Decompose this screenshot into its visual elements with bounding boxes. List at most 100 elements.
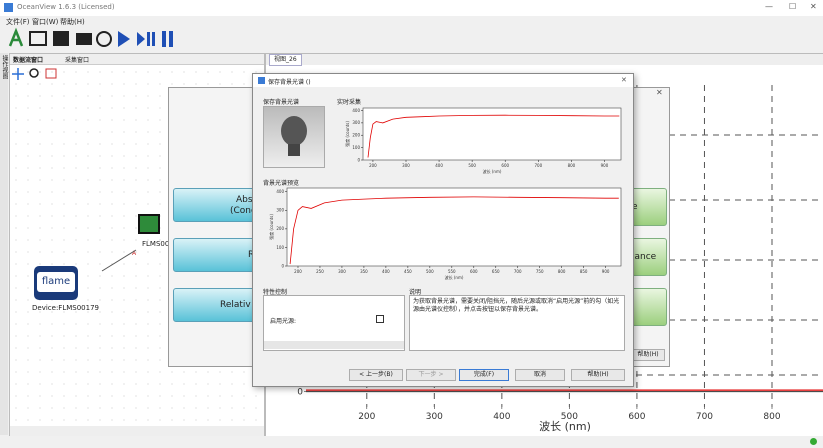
view-tab[interactable]: 视图_26 bbox=[269, 54, 302, 66]
x-axis-label: 波长 (nm) bbox=[539, 420, 591, 433]
x-tick-label: 550 bbox=[448, 269, 456, 274]
minimize[interactable]: — bbox=[765, 2, 773, 11]
plot-area bbox=[286, 187, 622, 267]
enable-light-label: 启用光源: bbox=[270, 318, 297, 325]
spectrum-line bbox=[367, 114, 620, 158]
open-icon[interactable] bbox=[29, 31, 47, 46]
x-tick-label: 800 bbox=[558, 269, 566, 274]
side-label[interactable]: 操作视图 bbox=[1, 55, 8, 79]
x-tick-label: 300 bbox=[426, 412, 443, 422]
y-tick-label: 400 bbox=[276, 189, 284, 194]
flame-icon[interactable]: flame bbox=[34, 266, 78, 300]
save-icon[interactable] bbox=[53, 31, 69, 46]
tab[interactable]: 数据流窗口 bbox=[13, 57, 44, 64]
device-label: Device:FLMS00179 bbox=[32, 304, 99, 312]
play-pause-icon[interactable] bbox=[137, 32, 155, 46]
help-button[interactable]: 帮助(H) bbox=[571, 369, 625, 381]
fit-icon[interactable] bbox=[45, 68, 57, 79]
y-axis-label: 强度 (counts) bbox=[344, 121, 350, 147]
add-icon[interactable] bbox=[12, 68, 24, 80]
live-chart: 200 300 400 500 600 700 800 900 0 100 200 300 400 波长 … bbox=[344, 107, 622, 174]
x-tick-label: 800 bbox=[763, 412, 780, 422]
button-label: iance bbox=[632, 252, 657, 262]
section-title: 保存背景光谱 bbox=[263, 99, 300, 106]
x-tick-label: 300 bbox=[338, 269, 346, 274]
plot-area bbox=[362, 107, 622, 161]
x-tick-label: 700 bbox=[514, 269, 522, 274]
menu-help[interactable]: 帮助(H) bbox=[60, 18, 85, 26]
finish-button[interactable]: 完成(F) bbox=[459, 369, 509, 381]
y-tick-label: 200 bbox=[352, 133, 360, 138]
close[interactable]: ✕ bbox=[810, 2, 817, 11]
x-tick-label: 200 bbox=[294, 269, 302, 274]
enable-light-checkbox[interactable] bbox=[376, 315, 384, 323]
dialog-title: 保存背景光谱 () bbox=[268, 79, 311, 86]
x-tick-label: 650 bbox=[492, 269, 500, 274]
section-title: 实时采集 bbox=[337, 99, 362, 106]
window-title: OceanView 1.6.3 (Licensed) bbox=[17, 3, 115, 11]
device-badge: A bbox=[132, 250, 137, 257]
reflectance-button[interactable]: R bbox=[173, 238, 265, 272]
x-axis-label: 波长 (nm) bbox=[445, 274, 464, 280]
pause-icon[interactable] bbox=[162, 31, 173, 47]
description: 为获取背景光谱，需要关闭/阻挡光，随后光源或取消“启用光源”前的勾（如光源由光谱… bbox=[413, 298, 620, 313]
wizard-icon[interactable] bbox=[8, 27, 24, 47]
maximize[interactable]: ☐ bbox=[789, 2, 797, 11]
x-tick-label: 400 bbox=[382, 269, 390, 274]
connector bbox=[101, 249, 137, 272]
notes-box: 为获取背景光谱，需要关闭/阻挡光，随后光源或取消“启用光源”前的勾（如光源由光谱… bbox=[409, 295, 625, 351]
x-tick-label: 200 bbox=[369, 163, 377, 168]
scrollbar[interactable] bbox=[264, 341, 404, 349]
cancel-button[interactable]: 取消 bbox=[515, 369, 565, 381]
close[interactable]: ✕ bbox=[621, 76, 627, 84]
panel-tools bbox=[12, 68, 57, 80]
y-tick-label: 300 bbox=[276, 208, 284, 213]
y-axis-label: 强度 (counts) bbox=[268, 214, 274, 240]
x-tick-label: 600 bbox=[628, 412, 645, 422]
x-tick-label: 700 bbox=[534, 163, 542, 168]
dialog: 保存背景光谱 () ✕ 保存背景光谱 实时采集 200 300 400 500 600 7… bbox=[252, 73, 634, 387]
control-box: 启用光源: bbox=[263, 295, 405, 351]
scrollbar[interactable] bbox=[10, 426, 264, 436]
bulb-image bbox=[263, 106, 325, 168]
y-tick-label: 100 bbox=[352, 145, 360, 150]
close[interactable]: ✕ bbox=[656, 88, 663, 97]
relative-button[interactable]: Relativ bbox=[173, 288, 265, 322]
device-icon[interactable] bbox=[96, 31, 112, 47]
x-tick-label: 600 bbox=[470, 269, 478, 274]
menu-window[interactable]: 窗口(W) bbox=[32, 18, 59, 26]
x-tick-label: 750 bbox=[536, 269, 544, 274]
x-tick-label: 850 bbox=[580, 269, 588, 274]
snapshot-icon[interactable] bbox=[76, 33, 92, 45]
help-button[interactable]: 帮助(H) bbox=[631, 349, 665, 361]
absorbance-button[interactable]: Abs (Conc bbox=[173, 188, 265, 222]
y-tick-label: 400 bbox=[352, 108, 360, 113]
back-button[interactable]: < 上一步(B) bbox=[349, 369, 403, 381]
menu-file[interactable]: 文件(F) bbox=[6, 18, 30, 26]
status-indicator bbox=[810, 438, 817, 445]
x-tick-label: 450 bbox=[404, 269, 412, 274]
x-tick-label: 250 bbox=[316, 269, 324, 274]
spectrum-line bbox=[289, 196, 619, 265]
option-button[interactable]: e bbox=[629, 188, 667, 226]
spectrometer-icon[interactable] bbox=[138, 214, 160, 234]
option-button[interactable] bbox=[629, 288, 667, 326]
device-icon-text: FLMS00 bbox=[142, 240, 170, 248]
section-title: 说明 bbox=[409, 289, 422, 296]
zoom-icon[interactable] bbox=[29, 68, 39, 78]
button-label: Abs bbox=[236, 195, 253, 205]
x-tick-label: 200 bbox=[358, 412, 375, 422]
section-title: 背景光谱预览 bbox=[263, 180, 300, 187]
dialog-title-bar bbox=[253, 74, 633, 87]
next-button: 下一步 > bbox=[406, 369, 456, 381]
x-tick-label: 700 bbox=[696, 412, 713, 422]
play-icon[interactable] bbox=[118, 31, 130, 47]
y-tick-label: 0 bbox=[281, 263, 284, 268]
side-strip: 操作视图 bbox=[0, 53, 8, 435]
x-tick-label: 500 bbox=[468, 163, 476, 168]
option-button[interactable]: iance bbox=[629, 238, 667, 276]
x-tick-label: 350 bbox=[360, 269, 368, 274]
tab[interactable]: 采集窗口 bbox=[65, 57, 90, 64]
x-tick-label: 300 bbox=[402, 163, 410, 168]
